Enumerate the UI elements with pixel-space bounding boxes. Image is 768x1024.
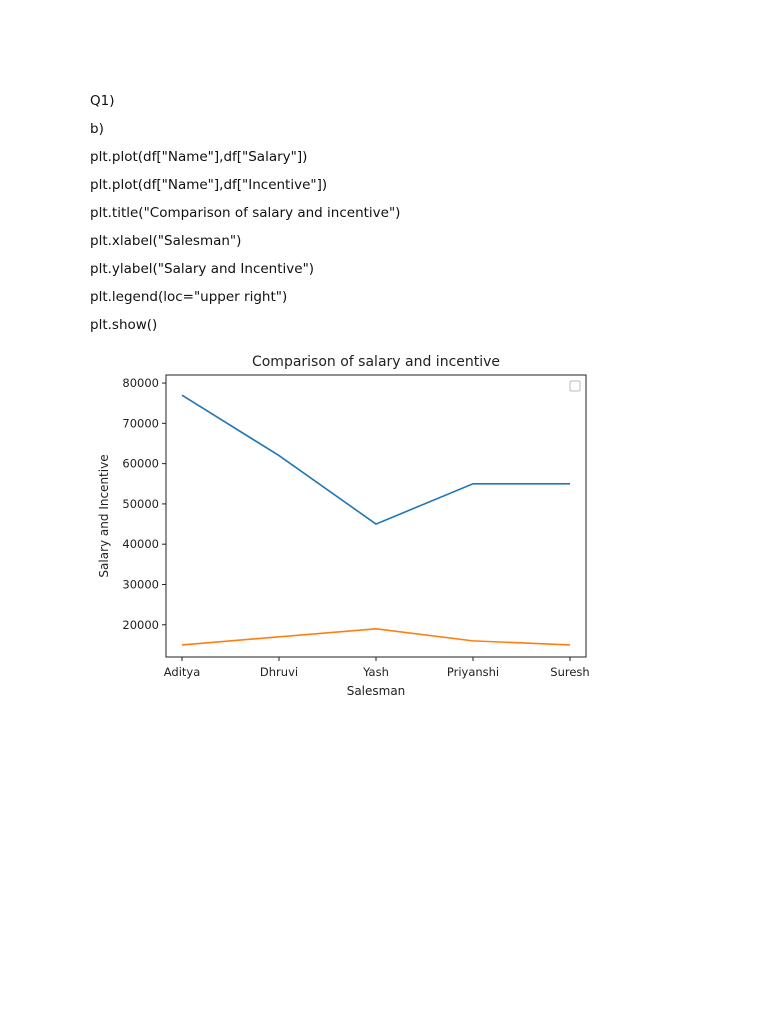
chart-title: Comparison of salary and incentive (252, 354, 500, 370)
x-tick-label-dhruvi: Dhruvi (260, 665, 298, 679)
y-axis-label: Salary and Incentive (97, 454, 111, 577)
y-tick-label: 70000 (122, 416, 159, 430)
y-tick-label: 80000 (122, 376, 159, 390)
x-tick-label-yash: Yash (362, 665, 389, 679)
y-tick-label: 50000 (122, 497, 159, 511)
plot-frame (165, 374, 587, 658)
subpart-label: b) (90, 121, 104, 137)
code-line-plot-salary: plt.plot(df["Name"],df["Salary"]) (90, 149, 308, 165)
x-tick-label-aditya: Aditya (164, 665, 201, 679)
series-line-1 (181, 394, 570, 525)
x-tick-label-suresh: Suresh (550, 665, 589, 679)
code-line-legend: plt.legend(loc="upper right") (90, 289, 288, 305)
code-line-show: plt.show() (90, 317, 158, 333)
y-tick-label: 30000 (122, 577, 159, 591)
line-chart: Comparison of salary and incentive 20000 3… (97, 354, 590, 698)
question-number: Q1) (90, 93, 115, 109)
legend-box (569, 380, 581, 392)
y-tick-label: 60000 (122, 457, 159, 471)
y-tick-label: 20000 (122, 618, 159, 632)
y-tick-label: 40000 (122, 537, 159, 551)
series-line-2 (181, 627, 571, 646)
code-line-plot-incentive: plt.plot(df["Name"],df["Incentive"]) (90, 177, 328, 193)
code-line-title: plt.title("Comparison of salary and ince… (90, 205, 401, 221)
code-line-ylabel: plt.ylabel("Salary and Incentive") (90, 261, 315, 277)
x-tick-label-priyanshi: Priyanshi (447, 665, 499, 679)
code-line-xlabel: plt.xlabel("Salesman") (90, 233, 242, 249)
x-axis-label: Salesman (347, 684, 406, 698)
